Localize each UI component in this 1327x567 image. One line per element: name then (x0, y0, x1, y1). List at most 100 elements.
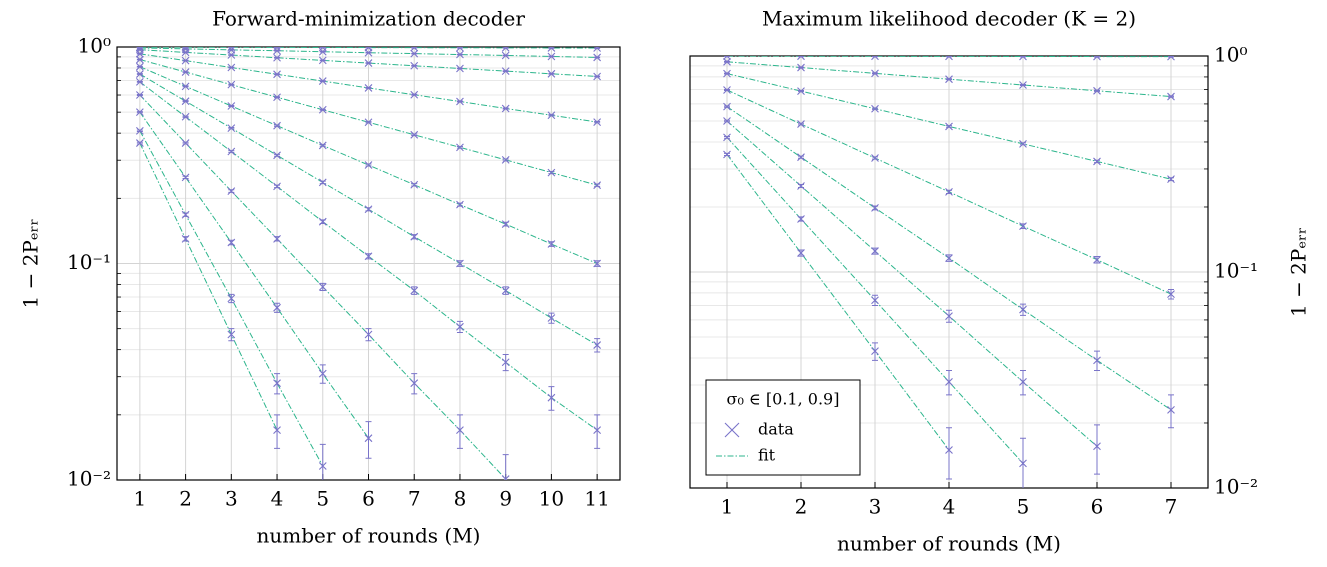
data-marker (273, 53, 281, 62)
data-marker (547, 314, 556, 322)
panel: 10⁻² 10⁻¹ 10⁰ 1 2 3 4 5 6 7 8 9 10 11 Forward-minimiza… (19, 7, 621, 548)
data-marker (227, 102, 236, 110)
data-marker (273, 234, 281, 243)
data-marker (318, 141, 327, 150)
data-marker (318, 282, 327, 291)
error-bar (946, 369, 952, 396)
data-marker (501, 104, 510, 113)
legend-box (705, 379, 861, 476)
data-marker (456, 50, 464, 59)
data-marker (797, 87, 805, 95)
data-marker (945, 446, 953, 454)
data-marker (273, 93, 281, 102)
data-marker (871, 104, 879, 113)
data-marker (227, 63, 236, 72)
data-marker (318, 217, 327, 226)
data-marker (135, 126, 144, 135)
y-tick-label: 10⁻¹ (67, 250, 111, 274)
x-tick-label: 1 (133, 487, 146, 511)
data-marker (1019, 139, 1027, 148)
x-tick-label: 9 (499, 487, 512, 511)
data-marker (227, 80, 236, 89)
data-marker (227, 294, 236, 303)
data-marker (181, 68, 190, 76)
data-marker (797, 249, 805, 257)
fit-line (139, 111, 369, 439)
data-marker (410, 49, 419, 58)
data-marker (227, 187, 236, 195)
data-marker (1167, 405, 1175, 414)
error-bar (456, 414, 463, 449)
x-tick-label: 11 (584, 487, 609, 511)
data-marker (364, 252, 373, 261)
data-marker (797, 153, 805, 162)
data-marker (1167, 290, 1175, 299)
data-marker (1093, 56, 1101, 61)
data-marker (723, 133, 731, 142)
y-tick-label: 10⁰ (1214, 43, 1247, 67)
data-marker (364, 434, 373, 443)
data-marker (456, 143, 464, 152)
data-marker (945, 377, 953, 386)
data-marker (871, 154, 879, 162)
data-marker (501, 286, 510, 295)
x-tick-label: 6 (1091, 495, 1104, 519)
data-marker (181, 47, 190, 53)
data-marker (273, 182, 281, 191)
data-marker (273, 47, 281, 55)
data-marker (135, 55, 144, 64)
plot-area (723, 56, 1175, 488)
data-marker (318, 56, 327, 65)
x-axis-label: number of rounds (M) (257, 524, 481, 548)
data-marker (797, 182, 805, 190)
data-marker (227, 124, 236, 133)
chart-title: Forward-minimization decoder (212, 7, 525, 31)
data-marker (135, 62, 144, 71)
data-marker (871, 204, 879, 212)
y-tick-label: 10⁰ (78, 34, 111, 58)
fit-line (139, 130, 324, 467)
data-marker (797, 56, 805, 61)
data-marker (723, 86, 731, 94)
data-marker (871, 56, 879, 61)
data-marker (181, 48, 190, 57)
data-marker (456, 259, 464, 268)
data-marker (456, 47, 464, 52)
data-marker (501, 51, 510, 60)
data-marker (364, 205, 373, 214)
y-tick-label: 10⁻¹ (1214, 259, 1258, 283)
error-bar (946, 427, 952, 480)
data-marker (501, 358, 510, 367)
data-marker (501, 475, 510, 480)
data-marker (135, 70, 144, 78)
data-marker (410, 286, 419, 295)
fit-line (726, 154, 950, 451)
fit-line (139, 47, 598, 58)
data-marker (227, 330, 236, 339)
data-marker (501, 156, 510, 164)
data-marker (273, 426, 281, 434)
x-tick-label: 1 (721, 495, 734, 519)
data-marker (723, 150, 731, 159)
data-marker (273, 303, 281, 312)
x-tick-label: 3 (869, 495, 882, 519)
data-marker (945, 122, 953, 131)
data-marker (410, 90, 419, 99)
x-tick-label: 3 (225, 487, 238, 511)
legend-marker (724, 422, 740, 438)
data-marker (1019, 305, 1027, 314)
data-marker (135, 78, 144, 86)
data-marker (593, 259, 602, 268)
x-tick-label: 4 (271, 487, 284, 511)
data-marker (181, 82, 190, 91)
data-marker (547, 168, 556, 177)
data-marker (135, 91, 144, 99)
data-marker (945, 75, 953, 84)
data-marker (945, 254, 953, 262)
data-marker (1019, 459, 1027, 468)
data-marker (456, 64, 464, 73)
data-marker (181, 112, 190, 121)
data-marker (871, 69, 879, 78)
data-marker (593, 426, 602, 434)
x-tick-label: 5 (316, 487, 329, 511)
